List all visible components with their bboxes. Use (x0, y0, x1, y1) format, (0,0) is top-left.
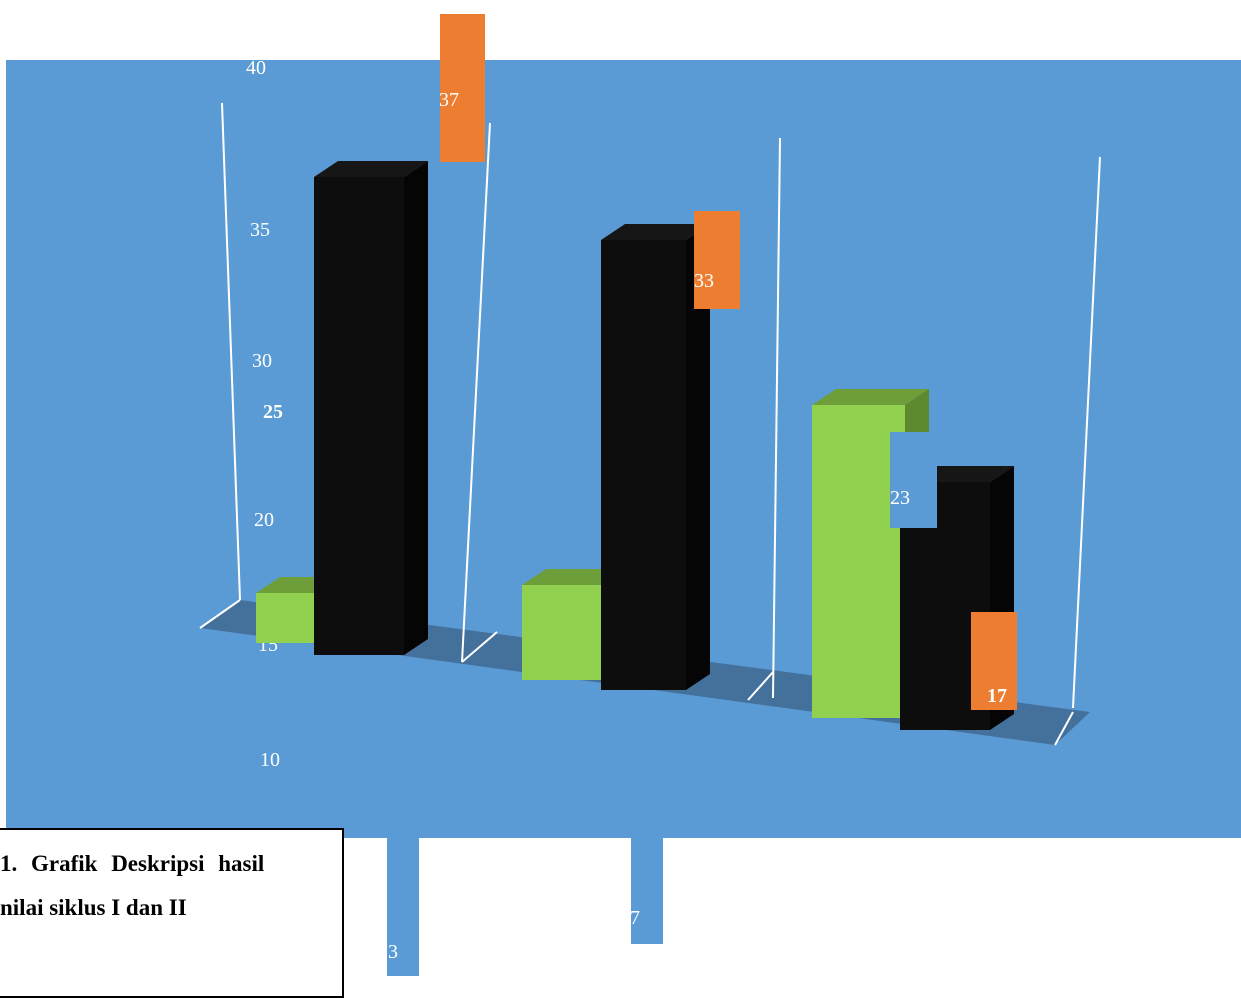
floor-edge-2 (461, 631, 498, 663)
green-bar-2-front (522, 585, 602, 680)
wall-line-4 (1072, 156, 1101, 709)
black-bar-1-side (404, 161, 428, 655)
data-label-1: 37 (439, 89, 459, 111)
data-label-2: 33 (694, 270, 714, 292)
black-bar-1 (314, 161, 428, 655)
wall-line-1 (221, 102, 241, 601)
data-label-box-1 (440, 14, 485, 162)
green-bar-3-top (812, 389, 929, 405)
black-bar-2 (601, 224, 710, 690)
y-tick-label: 40 (246, 57, 266, 79)
wall-line-2 (461, 122, 491, 663)
caption-line-2: nilai siklus I dan II (0, 895, 187, 920)
stray-label-2: 3 (388, 941, 398, 963)
green-bar-2-top (522, 569, 626, 585)
data-label-box-4 (890, 432, 937, 528)
stray-label-1: 25 (263, 401, 283, 423)
black-bar-2-top (601, 224, 710, 240)
black-bar-3-front (900, 482, 990, 730)
wall-line-3 (772, 137, 781, 699)
floor-edge-3 (747, 671, 774, 701)
black-bar-1-top (314, 161, 428, 177)
black-bar-2-side (686, 224, 710, 690)
floor-edge-1 (199, 599, 241, 629)
y-tick-label: 10 (260, 749, 280, 771)
green-bar-3-front (812, 405, 905, 718)
stray-label-3: 7 (630, 907, 640, 929)
y-tick-label: 35 (250, 219, 270, 241)
figure-caption: 1. Grafik Deskripsi hasil nilai siklus I… (0, 828, 344, 998)
data-label-box-3 (971, 612, 1017, 710)
data-label-4: 23 (890, 487, 910, 509)
y-tick-label: 20 (254, 509, 274, 531)
green-bar-1-front (256, 593, 330, 643)
black-bar-2-front (601, 240, 686, 690)
black-bar-1-front (314, 177, 404, 655)
caption-line-1: 1. Grafik Deskripsi hasil (0, 851, 265, 876)
stray-label-box-3 (631, 838, 663, 944)
y-tick-label: 30 (252, 350, 272, 372)
data-label-3: 17 (987, 685, 1007, 707)
data-label-box-2 (694, 211, 740, 309)
stray-label-box-2 (387, 838, 419, 976)
floor-edge-4 (1054, 711, 1074, 746)
